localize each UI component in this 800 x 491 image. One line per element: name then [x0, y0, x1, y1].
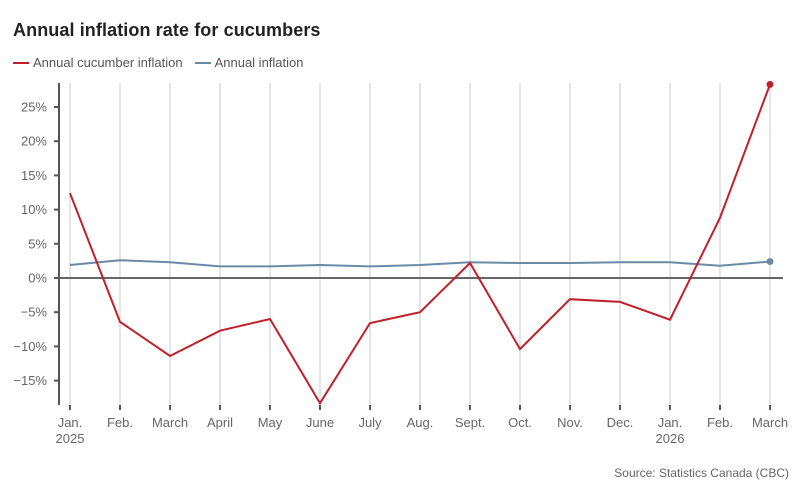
y-tick-label: 5%: [28, 236, 47, 251]
legend: Annual cucumber inflation Annual inflati…: [13, 55, 316, 70]
x-tick-label: Sept.: [455, 415, 485, 430]
x-tick-label: March: [752, 415, 788, 430]
x-tick-label: Feb.: [107, 415, 133, 430]
end-marker-inflation: [766, 258, 774, 266]
y-tick-label: −5%: [21, 305, 48, 320]
x-tick-label: Jan.: [658, 415, 683, 430]
x-tick-label: Feb.: [707, 415, 733, 430]
x-tick-label: March: [152, 415, 188, 430]
end-marker-cucumber: [766, 80, 774, 88]
y-tick-label: −15%: [13, 373, 47, 388]
series-line-cucumber: [69, 84, 771, 406]
y-tick-label: 15%: [21, 168, 47, 183]
y-axis: 25% 20% 15% 10% 5% 0% −5% −10% −15%: [13, 83, 60, 405]
x-tick-label: June: [306, 415, 334, 430]
x-tick-label: May: [258, 415, 283, 430]
y-tick-label: 10%: [21, 202, 47, 217]
legend-swatch-cucumber: [13, 61, 29, 64]
x-tick-label: Jan.: [58, 415, 83, 430]
legend-item-cucumber: Annual cucumber inflation: [13, 55, 183, 70]
legend-label-inflation: Annual inflation: [214, 55, 304, 70]
x-tick-label: Nov.: [557, 415, 583, 430]
grid-lines: [69, 83, 771, 405]
series-lines: [69, 80, 774, 406]
legend-item-inflation: Annual inflation: [194, 55, 304, 70]
x-year-label: 2025: [56, 431, 85, 446]
series-line-inflation: [69, 259, 771, 268]
x-tick-label: Dec.: [607, 415, 634, 430]
x-tick-label: Oct.: [508, 415, 532, 430]
y-tick-label: −10%: [13, 339, 47, 354]
y-tick-label: 0%: [28, 271, 47, 286]
x-axis: Jan. Feb. March April May June July Aug. Sept. Oc…: [56, 405, 788, 446]
source-note: Source: Statistics Canada (CBC): [614, 466, 789, 480]
y-tick-label: 20%: [21, 134, 47, 149]
x-year-label: 2026: [656, 431, 685, 446]
legend-label-cucumber: Annual cucumber inflation: [33, 55, 183, 70]
x-tick-label: April: [207, 415, 233, 430]
chart-title: Annual inflation rate for cucumbers: [13, 20, 321, 40]
x-tick-label: July: [358, 415, 382, 430]
y-tick-label: 25%: [21, 100, 47, 115]
x-tick-label: Aug.: [407, 415, 434, 430]
legend-swatch-inflation: [194, 61, 211, 64]
